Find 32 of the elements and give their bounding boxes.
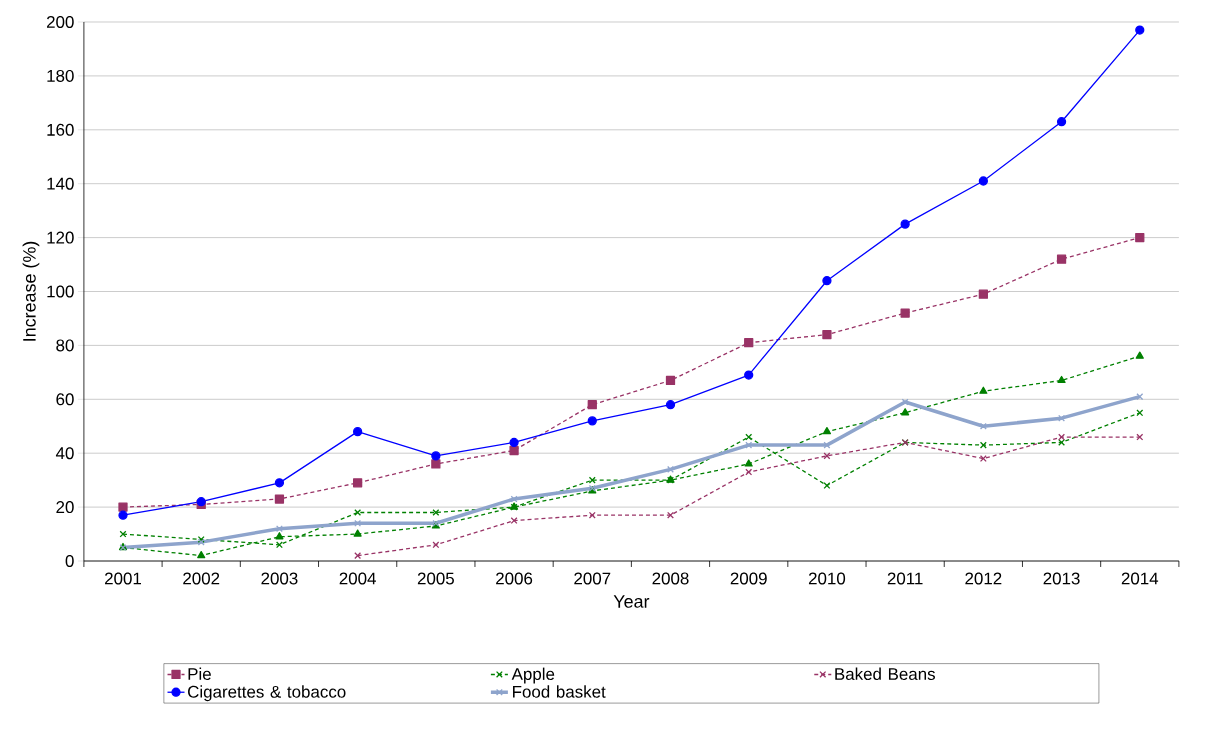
x-tick-label: 2001 [105,572,141,585]
legend-label: Baked Beans [835,667,935,681]
x-tick-label: 2003 [261,572,298,585]
y-tick-label: 200 [47,16,74,28]
y-tick-label: 80 [56,339,74,352]
legend-label: Apple [511,667,555,684]
legend-label: Food basket [513,685,606,698]
x-tick-label: 2014 [1121,572,1159,585]
x-tick-label: 2007 [574,572,611,585]
x-tick-label: 2013 [1043,572,1080,585]
y-tick-label: 120 [47,231,74,244]
y-tick-label: 20 [56,501,74,514]
x-tick-label: 2008 [652,572,689,585]
legend-label: Cigarettes & tobacco [188,685,346,702]
y-tick-label: 180 [47,69,74,82]
x-tick-label: 2004 [339,572,376,585]
x-axis-title: Year [613,595,650,608]
y-tick-label: 100 [47,285,74,298]
y-tick-label: 0 [65,555,74,567]
y-tick-label: 140 [47,177,74,190]
x-tick-label: 2005 [417,572,454,585]
x-tick-label: 2006 [496,572,533,585]
y-axis-title: Increase (%) [22,241,40,341]
y-tick-label: 60 [56,393,74,406]
y-tick-label: 160 [47,123,74,136]
legend-label: Pie [188,667,211,681]
x-tick-label: 2011 [887,572,923,585]
x-tick-label: 2012 [965,572,1002,585]
x-tick-label: 2002 [183,572,220,585]
x-tick-label: 2009 [730,572,767,585]
x-tick-label: 2010 [808,572,846,585]
y-tick-label: 40 [55,447,74,460]
